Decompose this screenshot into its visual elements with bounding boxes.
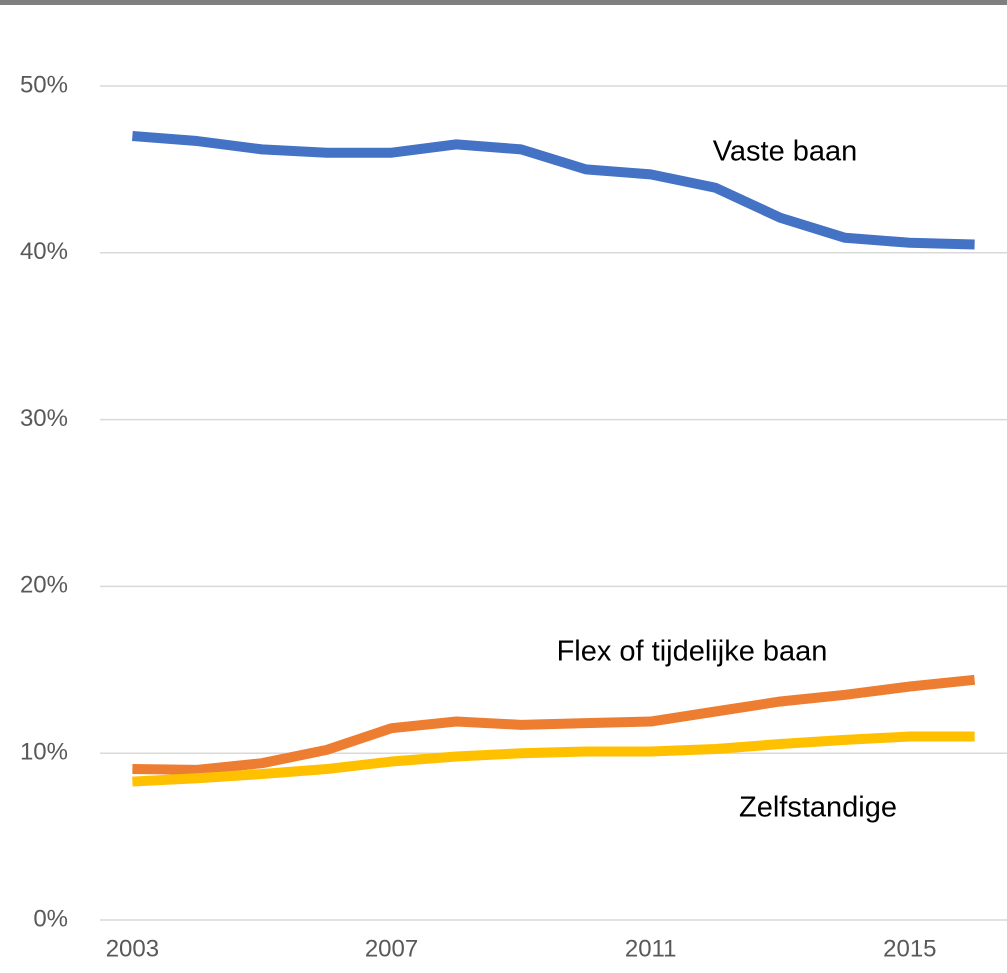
series-line	[132, 731, 975, 787]
x-tick-label: 2011	[625, 935, 677, 962]
x-tick-label: 2007	[365, 935, 418, 962]
y-tick-label: 10%	[20, 739, 68, 766]
y-tick-label: 30%	[20, 405, 68, 432]
y-tick-label: 40%	[20, 238, 68, 265]
series-line	[132, 674, 976, 775]
y-tick-label: 50%	[20, 71, 68, 98]
series-label: Vaste baan	[713, 136, 858, 168]
series-line	[132, 131, 975, 250]
top-bar	[0, 0, 1007, 5]
series-label: Zelfstandige	[739, 792, 897, 824]
x-tick-label: 2003	[106, 935, 159, 962]
x-tick-label: 2015	[883, 935, 936, 962]
y-tick-label: 20%	[20, 572, 68, 599]
series-label: Flex of tijdelijke baan	[557, 636, 828, 668]
y-tick-label: 0%	[33, 905, 68, 932]
